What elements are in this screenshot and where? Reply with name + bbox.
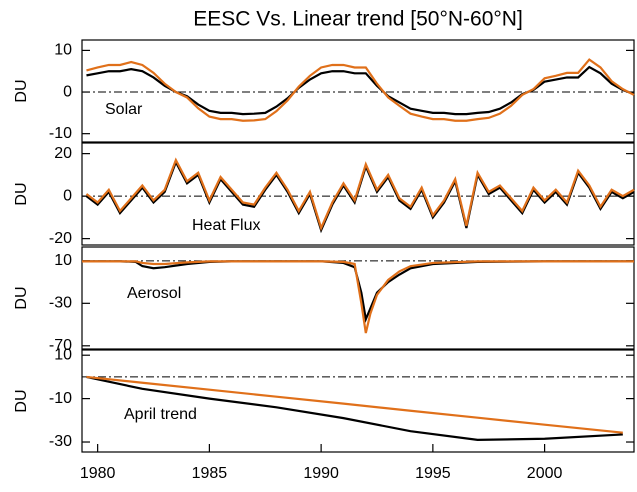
- y-tick-label: 10: [54, 346, 72, 363]
- y-axis-label: DU: [13, 389, 30, 412]
- data-line: [86, 58, 635, 122]
- y-tick-label: 10: [54, 42, 72, 59]
- x-tick-label: 1995: [415, 465, 451, 482]
- y-tick-label: 0: [63, 187, 72, 204]
- data-line: [86, 375, 623, 441]
- y-tick-label: -20: [49, 230, 72, 247]
- panel-frame: [81, 246, 635, 350]
- panel-frame: [81, 142, 635, 246]
- y-tick-label: 20: [54, 145, 72, 162]
- panel-label: Heat Flux: [192, 217, 260, 234]
- x-tick-label: 1990: [303, 465, 339, 482]
- chart-title: EESC Vs. Linear trend [50°N-60°N]: [193, 8, 523, 31]
- panel-label: Solar: [105, 101, 143, 118]
- y-tick-label: -10: [49, 390, 72, 407]
- y-axis-label: DU: [13, 286, 30, 309]
- y-tick-label: -30: [49, 433, 72, 450]
- y-tick-label: -30: [49, 295, 72, 312]
- panel-label: Aerosol: [127, 285, 181, 302]
- y-axis-label: DU: [13, 79, 30, 102]
- y-axis-label: DU: [13, 182, 30, 205]
- y-tick-label: 0: [63, 83, 72, 100]
- panel-frame: [81, 39, 635, 143]
- y-tick-label: 10: [54, 252, 72, 269]
- x-tick-label: 1985: [192, 465, 228, 482]
- data-line: [86, 375, 623, 434]
- panel-frame: [81, 349, 635, 453]
- data-line: [82, 260, 634, 334]
- x-tick-label: 2000: [527, 465, 563, 482]
- data-line: [86, 65, 635, 116]
- data-line: [85, 157, 635, 232]
- panel-label: April trend: [124, 406, 197, 423]
- y-tick-label: -70: [49, 337, 72, 354]
- y-tick-label: -10: [49, 125, 72, 142]
- x-tick-label: 1980: [80, 465, 116, 482]
